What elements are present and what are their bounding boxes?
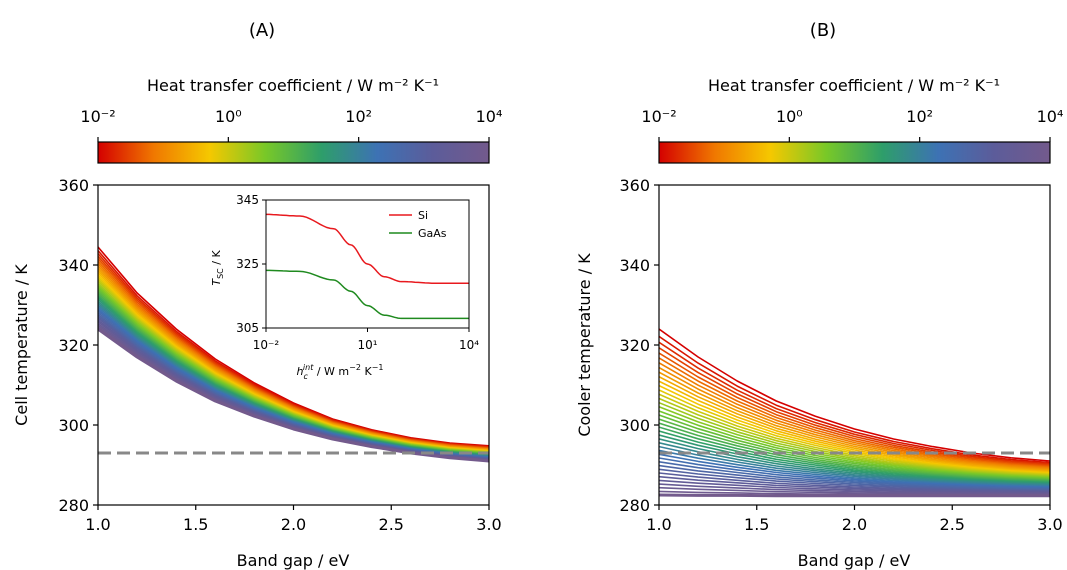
- series-line-b: [659, 442, 1050, 486]
- x-tick-label-b: 1.5: [744, 515, 769, 534]
- series-line-b: [659, 366, 1050, 470]
- x-tick-label-b: 2.0: [842, 515, 867, 534]
- series-line-b: [659, 406, 1050, 479]
- y-tick-label-a: 340: [58, 256, 89, 275]
- series-line-b: [659, 445, 1050, 487]
- series-line-b: [659, 461, 1050, 490]
- x-tick-label-a: 2.5: [379, 515, 404, 534]
- x-tick-label-b: 2.5: [940, 515, 965, 534]
- series-line-b: [659, 434, 1050, 484]
- panel-b-label: (B): [810, 20, 836, 41]
- series-line-b: [659, 483, 1050, 495]
- colorbar-b-gradient: [658, 141, 1051, 164]
- x-tick-label-a: 1.5: [183, 515, 208, 534]
- colorbar-b-tick-label: 10⁰: [776, 107, 803, 126]
- y-tick-label-b: 280: [619, 496, 650, 515]
- panel-b: (B) Heat transfer coefficient / W m⁻² K⁻…: [575, 20, 1063, 570]
- inset-x-tick-label: 10⁴: [459, 338, 479, 352]
- colorbar-a-tick-label: 10⁻²: [80, 107, 115, 126]
- y-tick-label-b: 300: [619, 416, 650, 435]
- inset: 10⁻² 10¹ 10⁴ 305 325 345 Si GaAs hcint / W m−2…: [210, 193, 479, 381]
- y-tick-label-b: 360: [619, 176, 650, 195]
- colorbar-a-tick-label: 10⁴: [476, 107, 503, 126]
- inset-x-tick-label: 10⁻²: [253, 338, 280, 352]
- series-line-b: [659, 493, 1050, 498]
- y-tick-label-a: 320: [58, 336, 89, 355]
- series-line-b: [659, 335, 1050, 464]
- plot-b-ylabel: Cooler temperature / K: [575, 253, 594, 437]
- inset-legend-label: GaAs: [418, 227, 447, 240]
- plot-a-xlabel: Band gap / eV: [237, 551, 350, 570]
- series-line-b: [659, 397, 1050, 477]
- series-line-b: [659, 418, 1050, 481]
- panel-a-label: (A): [249, 20, 275, 41]
- colorbar-b-tick-label: 10⁻²: [641, 107, 676, 126]
- plot-a: 1.0 1.5 2.0 2.5 3.0 280 300 320 340 360 Band gap …: [12, 176, 502, 570]
- colorbar-a-label: Heat transfer coefficient / W m⁻² K⁻¹: [147, 76, 439, 95]
- panel-a: (A) Heat transfer coefficient / W m⁻² K⁻…: [12, 20, 502, 570]
- series-line-b: [659, 371, 1050, 471]
- series-line-b: [659, 468, 1050, 492]
- series-line-b: [659, 472, 1050, 492]
- y-tick-label-b: 340: [619, 256, 650, 275]
- x-tick-label-a: 2.0: [281, 515, 306, 534]
- series-line-b: [659, 357, 1050, 468]
- series-line-b: [659, 453, 1050, 489]
- y-tick-label-b: 320: [619, 336, 650, 355]
- colorbar-b-tick-label: 10²: [906, 107, 933, 126]
- y-tick-label-a: 360: [58, 176, 89, 195]
- inset-xlabel: hcint / W m−2 K−1: [297, 363, 384, 381]
- series-line-b: [659, 464, 1050, 491]
- series-line-b: [659, 401, 1050, 478]
- series-line-b: [659, 422, 1050, 482]
- colorbar-a-gradient: [97, 141, 490, 164]
- x-tick-label-b: 1.0: [646, 515, 671, 534]
- inset-x-tick-label: 10¹: [357, 338, 377, 352]
- series-line-b: [659, 449, 1050, 488]
- colorbar-a-tick-label: 10⁰: [215, 107, 242, 126]
- y-tick-label-a: 300: [58, 416, 89, 435]
- series-line-a: [98, 327, 489, 463]
- series-line-b: [659, 426, 1050, 483]
- plot-a-ylabel: Cell temperature / K: [12, 264, 31, 426]
- x-tick-label-b: 3.0: [1037, 515, 1062, 534]
- colorbar-b: Heat transfer coefficient / W m⁻² K⁻¹ 10…: [641, 76, 1064, 164]
- series-line-b: [659, 475, 1050, 493]
- y-tick-label-a: 280: [58, 496, 89, 515]
- plot-b-xlabel: Band gap / eV: [798, 551, 911, 570]
- colorbar-a: Heat transfer coefficient / W m⁻² K⁻¹ 10…: [80, 76, 503, 164]
- colorbar-b-tick-label: 10⁴: [1037, 107, 1064, 126]
- series-line-b: [659, 352, 1050, 467]
- inset-y-tick-label: 325: [236, 257, 259, 271]
- series-line-b: [659, 393, 1050, 476]
- x-tick-label-a: 1.0: [85, 515, 110, 534]
- series-line-b: [659, 479, 1050, 494]
- series-line-b: [659, 430, 1050, 484]
- series-line-b: [659, 410, 1050, 479]
- x-tick-label-a: 3.0: [476, 515, 501, 534]
- series-line-b: [659, 457, 1050, 489]
- inset-y-tick-label: 345: [236, 193, 259, 207]
- plot-b: 1.0 1.5 2.0 2.5 3.0 280 300 320 340 360 Band gap …: [575, 176, 1063, 570]
- colorbar-a-tick-label: 10²: [345, 107, 372, 126]
- series-line-b: [659, 341, 1050, 465]
- series-line-b: [659, 347, 1050, 466]
- inset-series-si: [266, 213, 469, 284]
- series-line-b: [659, 380, 1050, 473]
- inset-series-gaas: [266, 269, 469, 320]
- inset-legend-label: Si: [418, 209, 428, 222]
- inset-y-tick-label: 305: [236, 321, 259, 335]
- series-line-b: [659, 375, 1050, 472]
- series-line-b: [659, 414, 1050, 480]
- inset-ylabel: TSC / K: [210, 250, 225, 286]
- colorbar-b-label: Heat transfer coefficient / W m⁻² K⁻¹: [708, 76, 1000, 95]
- series-line-b: [659, 362, 1050, 469]
- series-line-b: [659, 328, 1050, 462]
- series-line-b: [659, 486, 1050, 496]
